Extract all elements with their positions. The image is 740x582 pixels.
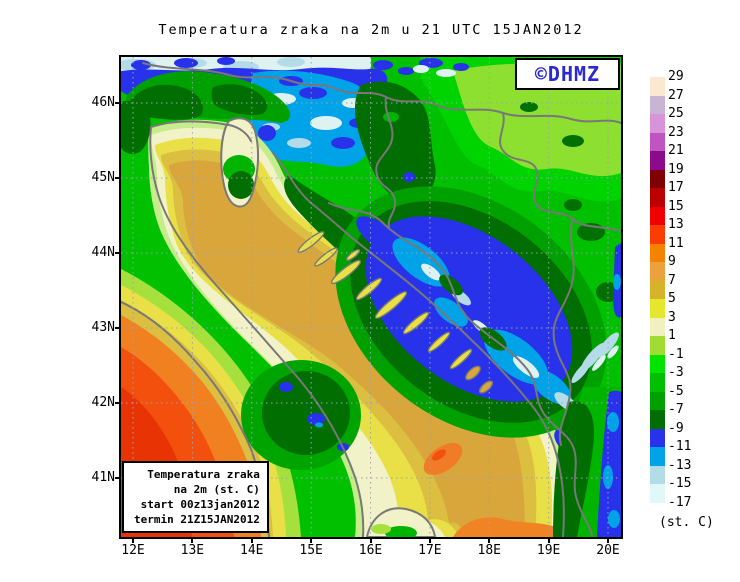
legend-swatch: [650, 77, 665, 96]
legend-swatch: [650, 447, 665, 466]
legend-swatch: [650, 280, 665, 299]
x-tick-label: 16E: [358, 543, 383, 558]
x-tick-label: 12E: [121, 543, 145, 558]
page-title: Temperatura zraka na 2m u 21 UTC 15JAN20…: [158, 22, 584, 38]
legend-swatch: [650, 299, 665, 318]
x-tick-mark: [607, 537, 610, 543]
y-tick-mark: [115, 252, 121, 254]
legend-value-label: -9: [668, 420, 684, 436]
info-line-1: Temperatura zraka: [147, 468, 260, 481]
info-line-2: na 2m (st. C): [173, 483, 260, 496]
region-east-edge: [564, 199, 621, 318]
y-tick-mark: [115, 102, 121, 104]
legend-value-label: -11: [668, 439, 692, 454]
legend-swatch: [650, 428, 665, 447]
x-tick-label: 18E: [477, 543, 501, 558]
legend-value-label: -7: [668, 402, 684, 417]
region-northeast-mild: [421, 57, 621, 202]
y-tick-label: 44N: [91, 245, 115, 260]
y-tick-mark: [115, 402, 121, 404]
dhmz-logo-box: ©DHMZ: [515, 58, 620, 90]
y-tick-label: 41N: [91, 470, 115, 485]
legend-value-label: 3: [668, 309, 676, 325]
map-frame: ©DHMZ Temperatura zraka na 2m (st. C) st…: [92, 55, 623, 558]
legend-value-label: 29: [668, 69, 684, 84]
region-nw-croatia-dark: [354, 81, 436, 202]
info-line-4: termin 21Z15JAN2012: [134, 513, 260, 526]
legend-value-label: 11: [668, 235, 684, 251]
legend-value-label: -5: [668, 383, 684, 399]
islands-group: [297, 231, 494, 394]
x-tick-label: 15E: [299, 543, 323, 558]
legend-value-label: 21: [668, 143, 684, 158]
legend-swatch: [650, 484, 665, 503]
legend-swatch: [650, 169, 665, 188]
x-tick-label: 20E: [596, 543, 620, 558]
y-tick-mark: [115, 327, 121, 329]
legend-value-label: -3: [668, 365, 684, 380]
legend-swatch: [650, 151, 665, 170]
legend-swatch: [650, 132, 665, 151]
legend-value-label: 15: [668, 198, 684, 214]
x-tick-mark: [547, 537, 550, 543]
legend-value-label: -1: [668, 346, 684, 362]
legend-value-label: 1: [668, 328, 676, 343]
info-line-3: start 00z13jan2012: [140, 498, 260, 511]
legend-swatch: [650, 188, 665, 207]
region-alps: [121, 57, 291, 154]
legend-value-label: 13: [668, 217, 684, 232]
legend-swatch: [650, 262, 665, 281]
region-bosnia-cold: [335, 186, 607, 466]
legend-value-label: 23: [668, 124, 684, 140]
legend-swatch: [650, 391, 665, 410]
region-slovenia-cold-pocket: [248, 70, 375, 167]
legend-swatch: [650, 410, 665, 429]
legend-swatch: [650, 225, 665, 244]
x-tick-mark: [191, 537, 194, 543]
legend-value-label: 9: [668, 254, 676, 269]
region-apennines: [241, 360, 361, 470]
legend-value-label: -15: [668, 476, 692, 491]
x-tick-label: 13E: [180, 543, 205, 558]
y-tick-mark: [115, 477, 121, 479]
legend-value-label: 17: [668, 180, 684, 195]
legend-swatch: [650, 114, 665, 133]
x-tick-label: 14E: [240, 543, 264, 558]
legend-value-label: 7: [668, 272, 676, 288]
dhmz-logo-text: ©DHMZ: [534, 62, 601, 86]
legend-value-label: 25: [668, 106, 684, 121]
legend-swatch: [650, 95, 665, 114]
legend-swatch: [650, 465, 665, 484]
region-istria: [221, 118, 276, 207]
legend-swatch: [650, 206, 665, 225]
legend-value-label: -17: [668, 494, 692, 510]
legend-swatch: [650, 317, 665, 336]
y-tick-label: 45N: [91, 170, 115, 185]
legend-value-label: 27: [668, 87, 684, 103]
region-gargano: [365, 507, 437, 537]
x-tick-mark: [250, 537, 253, 543]
y-tick-label: 46N: [91, 95, 115, 110]
y-tick-mark: [115, 177, 121, 179]
legend-value-label: -13: [668, 457, 692, 473]
info-box: Temperatura zraka na 2m (st. C) start 00…: [122, 461, 269, 533]
legend-swatch: [650, 336, 665, 355]
x-tick-mark: [428, 537, 431, 543]
x-tick-label: 19E: [536, 543, 561, 558]
legend-value-label: 5: [668, 291, 676, 306]
x-tick-mark: [310, 537, 313, 543]
legend-swatch: [650, 243, 665, 262]
legend-value-label: 19: [668, 161, 684, 177]
grid-lines-group: [121, 57, 621, 537]
x-tick-label: 17E: [418, 543, 442, 558]
legend-swatch: [650, 354, 665, 373]
legend-unit-label: (st. C): [659, 515, 714, 530]
x-tick-mark: [132, 537, 134, 543]
x-tick-mark: [369, 537, 372, 543]
y-tick-label: 43N: [91, 320, 115, 335]
y-tick-label: 42N: [91, 395, 115, 410]
legend-swatch: [650, 373, 665, 392]
x-tick-mark: [488, 537, 491, 543]
